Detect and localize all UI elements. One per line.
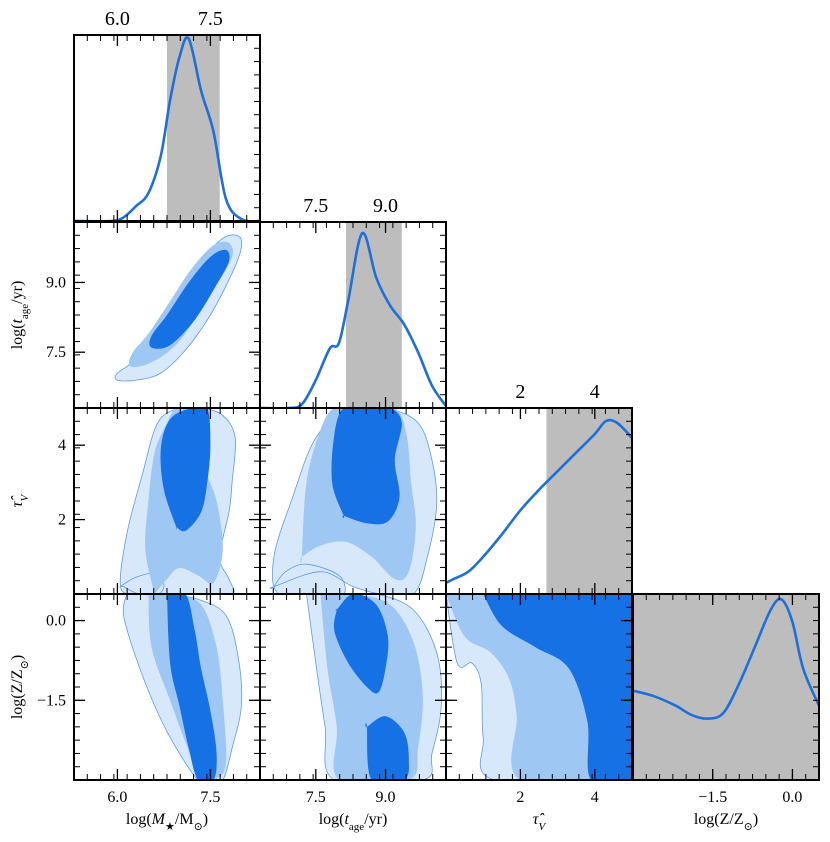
marginal-curve-2: [446, 418, 632, 584]
contour-level-2: [160, 408, 211, 532]
contour-level-2: [333, 594, 389, 694]
top-tick-label-1-1: 9.0: [373, 195, 398, 217]
top-tick-label-2-0: 2: [515, 381, 525, 403]
credible-interval-3: [633, 594, 819, 780]
marginal-curve-3: [633, 597, 819, 720]
marginal-panel-2: [446, 408, 632, 594]
bottom-tick-label-2-0: 2: [516, 789, 524, 806]
y-axis-label-3: log(Z/Z⊙): [9, 655, 31, 719]
joint-panel-2-0: [119, 408, 236, 594]
top-tick-label-0-0: 6.0: [105, 8, 130, 30]
left-tick-label-2-1: 4: [58, 437, 66, 454]
bottom-tick-label-3-0: −1.5: [698, 789, 727, 806]
left-tick-label-3-1: 0.0: [46, 613, 66, 630]
y-axis-label-1: log(tage/yr): [9, 281, 31, 350]
bottom-tick-label-3-1: 0.0: [782, 789, 802, 806]
contour-level-2: [149, 249, 230, 349]
left-tick-label-3-0: −1.5: [37, 692, 66, 709]
y-axis-label-2: τ̂V: [9, 494, 31, 508]
joint-panel-3-2: [446, 594, 632, 780]
contour-level-2: [483, 594, 632, 780]
joint-panel-1-0: [114, 234, 243, 382]
contour-level-3: [365, 716, 409, 780]
top-tick-label-0-1: 7.5: [198, 8, 223, 30]
credible-interval-1: [346, 222, 402, 408]
credible-interval-2: [546, 408, 632, 594]
joint-panel-3-0: [122, 594, 243, 780]
left-tick-label-1-0: 7.5: [46, 344, 66, 361]
marginal-panel-1: [260, 222, 446, 408]
x-axis-label-2: τ̂V: [533, 811, 547, 833]
top-tick-label-1-0: 7.5: [303, 195, 328, 217]
bottom-tick-label-1-1: 9.0: [376, 789, 396, 806]
x-axis-label-0: log(M★/M⊙): [126, 811, 208, 833]
bottom-tick-label-0-1: 7.5: [200, 789, 220, 806]
bottom-tick-label-2-1: 4: [591, 789, 599, 806]
panel-frame: [632, 593, 820, 781]
contour-level-2: [331, 408, 402, 525]
top-tick-label-2-1: 4: [590, 381, 600, 403]
marginal-panel-3: [633, 594, 819, 780]
marginal-curve-0: [74, 36, 260, 221]
marginal-curve-1: [260, 231, 446, 408]
bottom-tick-label-0-0: 6.0: [107, 789, 127, 806]
x-axis-label-1: log(tage/yr): [319, 811, 388, 833]
left-tick-label-1-1: 9.0: [46, 274, 66, 291]
bottom-tick-label-1-0: 7.5: [306, 789, 326, 806]
left-tick-label-2-0: 2: [58, 512, 66, 529]
x-axis-label-3: log(Z/Z⊙): [694, 811, 758, 833]
panel-axes-3-3: [632, 593, 820, 781]
marginal-panel-0: [74, 35, 260, 221]
contour-level-2: [167, 594, 217, 780]
joint-panel-3-1: [305, 594, 442, 780]
joint-panel-2-1: [269, 408, 438, 594]
